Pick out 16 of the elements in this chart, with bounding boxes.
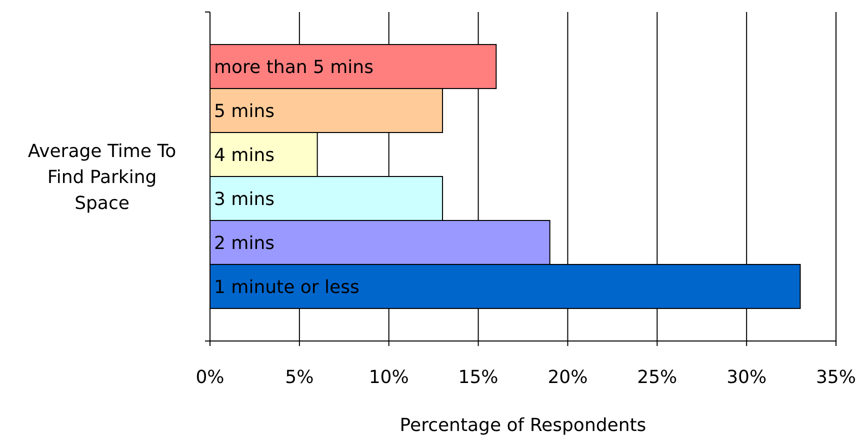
- y-axis-title: Average Time To Find Parking Space: [28, 140, 176, 214]
- x-tick-label: 30%: [726, 367, 767, 388]
- x-tick-label: 35%: [816, 367, 856, 388]
- x-axis-title: Percentage of Respondents: [400, 415, 646, 436]
- x-tick-label: 20%: [548, 367, 588, 388]
- x-tick-label: 0%: [196, 367, 224, 388]
- x-tick-label: 25%: [637, 367, 678, 388]
- y-tick-label: 2 mins: [214, 232, 274, 254]
- x-tick-label: 15%: [458, 367, 498, 388]
- x-tick-label: 10%: [368, 367, 409, 388]
- y-tick-label: 1 minute or less: [214, 276, 360, 298]
- y-tick-label: more than 5 mins: [214, 56, 374, 78]
- x-tick-label: 5%: [285, 367, 314, 388]
- y-tick-label: 3 mins: [214, 188, 274, 210]
- y-tick-label: 5 mins: [214, 100, 274, 122]
- y-tick-label: 4 mins: [214, 144, 274, 166]
